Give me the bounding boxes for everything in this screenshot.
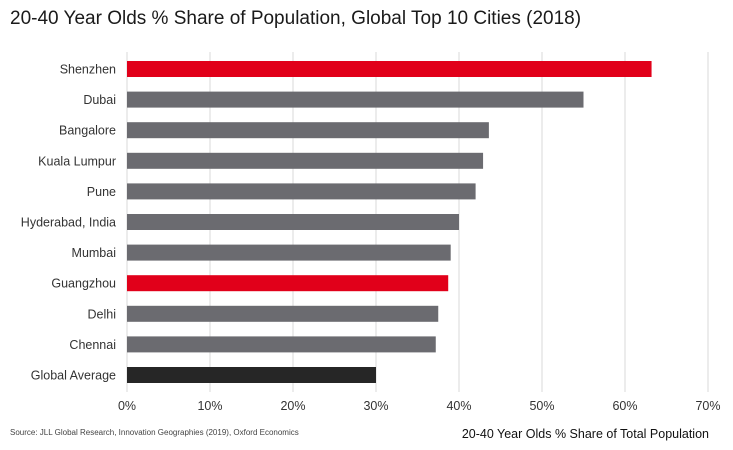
bar-kuala-lumpur [127,152,484,169]
category-label: Delhi [88,307,117,321]
category-labels: Shenzhen Dubai Bangalore Kuala Lumpur Pune Hy… [21,63,116,383]
bar-guangzhou [127,275,449,292]
x-tick-label: 0% [118,399,136,413]
bar-chennai [127,336,436,353]
bar-global-average [127,367,376,383]
bars [127,61,652,383]
bar-pune [127,183,476,200]
x-tick-label: 60% [612,399,637,413]
bar-delhi [127,305,439,322]
chart-title: 20-40 Year Olds % Share of Population, G… [10,8,582,29]
category-label: Hyderabad, India [21,216,116,230]
x-tick-label: 10% [197,399,222,413]
x-tick-label: 40% [446,399,471,413]
x-axis-title: 20-40 Year Olds % Share of Total Populat… [461,427,709,441]
bar-bangalore [127,122,489,139]
category-label: Mumbai [72,246,116,260]
bar-dubai [127,91,584,108]
x-tick-label: 20% [280,399,305,413]
bar-mumbai [127,244,451,261]
category-label: Guangzhou [51,277,116,291]
category-label: Bangalore [59,124,116,138]
category-label: Shenzhen [60,63,116,77]
bar-shenzhen [127,61,652,77]
x-tick-label: 70% [695,399,720,413]
category-label: Kuala Lumpur [38,154,116,168]
x-tick-label: 30% [363,399,388,413]
source-note: Source: JLL Global Research, Innovation … [10,428,299,437]
x-axis-ticks: 0% 10% 20% 30% 40% 50% 60% 70% [118,399,721,413]
category-label: Global Average [31,369,116,383]
category-label: Pune [87,185,116,199]
bar-hyderabad-india [127,214,459,230]
category-label: Chennai [69,338,116,352]
category-label: Dubai [83,93,116,107]
x-tick-label: 50% [529,399,554,413]
